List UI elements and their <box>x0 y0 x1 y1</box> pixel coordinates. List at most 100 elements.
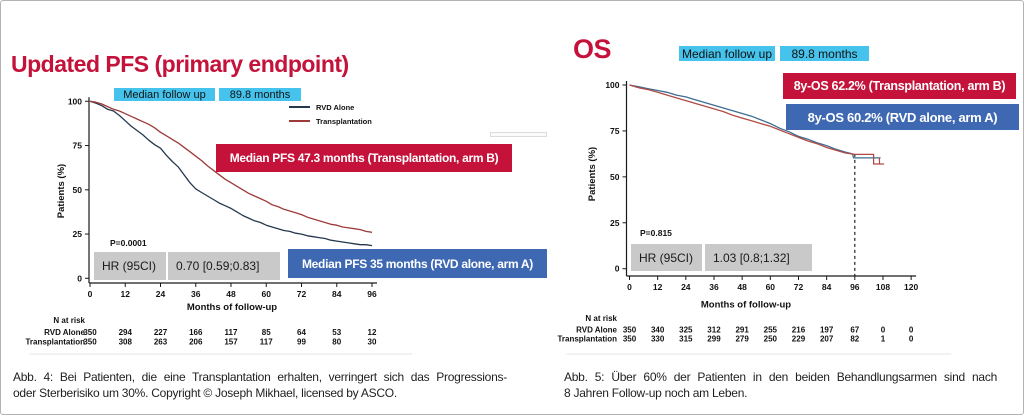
n-at-risk-value: 340 <box>651 326 665 335</box>
n-at-risk-value: 0 <box>909 335 914 344</box>
n-at-risk-value: 291 <box>735 326 749 335</box>
n-at-risk-value: 64 <box>297 328 306 337</box>
y-tick-label: 75 <box>73 141 83 151</box>
x-tick-label: 12 <box>653 282 663 292</box>
n-at-risk-value: 250 <box>764 335 778 344</box>
y-tick-label: 75 <box>610 126 620 136</box>
n-at-risk-row-label: Transplantation <box>25 338 85 347</box>
os-caption-line1: Abb. 5: Über 60% der Patienten in den be… <box>564 370 997 384</box>
n-at-risk-value: 30 <box>368 338 377 347</box>
n-at-risk-value: 99 <box>297 338 306 347</box>
x-tick-label: 84 <box>822 282 832 292</box>
x-tick-label: 72 <box>297 289 307 299</box>
x-tick-label: 0 <box>627 282 632 292</box>
x-axis-label: Months of follow-up <box>701 300 791 311</box>
rvd-alone-line-swatch <box>289 106 310 108</box>
x-tick-label: 48 <box>226 289 236 299</box>
n-at-risk-value: 12 <box>368 328 377 337</box>
pfs-panel-title: Updated PFS (primary endpoint) <box>11 51 349 77</box>
n-at-risk-value: 117 <box>260 338 273 347</box>
y-axis-label: Patients (%) <box>56 164 67 218</box>
x-tick-label: 36 <box>191 289 201 299</box>
x-tick-label: 60 <box>766 282 776 292</box>
n-at-risk-value: 206 <box>189 338 203 347</box>
n-at-risk-value: 227 <box>154 328 168 337</box>
x-tick-label: 84 <box>332 289 342 299</box>
n-at-risk-value: 350 <box>83 338 97 347</box>
series-rvd-alone <box>629 84 881 159</box>
n-at-risk-value: 350 <box>623 326 637 335</box>
pfs-legend: RVD Alone Transplantation <box>289 100 372 128</box>
x-axis-label: Months of follow-up <box>187 302 277 313</box>
pfs-legend-label-transplant: Transplantation <box>316 116 372 126</box>
y-tick-label: 0 <box>77 273 82 283</box>
n-at-risk-value: 299 <box>707 335 721 344</box>
x-tick-label: 48 <box>737 282 747 292</box>
series-transplantation <box>89 100 373 233</box>
n-at-risk-value: 308 <box>119 338 133 347</box>
os-annotation-transplant-box: 8y-OS 62.2% (Transplantation, arm B) <box>783 73 1016 99</box>
pfs-plot: 100 75 50 25 00 12 24 36 48 60 72 84 96 Months of fol… <box>25 96 412 355</box>
os-followup-label-badge: Median follow up <box>679 46 775 61</box>
n-at-risk-value: 294 <box>119 328 133 337</box>
n-at-risk-value: 330 <box>651 335 665 344</box>
n-at-risk-value: 350 <box>623 335 637 344</box>
pfs-legend-row-transplant: Transplantation <box>289 114 372 128</box>
x-tick-label: 120 <box>904 282 918 292</box>
pfs-legend-row-rvd: RVD Alone <box>289 100 372 114</box>
n-at-risk-value: 197 <box>820 326 834 335</box>
n-at-risk-value: 229 <box>792 335 806 344</box>
n-at-risk-value: 216 <box>792 326 806 335</box>
n-at-risk-value: 279 <box>735 335 749 344</box>
n-at-risk-row-label: RVD Alone <box>44 328 85 337</box>
n-at-risk-title: N at risk <box>53 316 85 325</box>
n-at-risk-value: 157 <box>224 338 238 347</box>
n-at-risk-value: 82 <box>850 335 859 344</box>
n-at-risk-value: 312 <box>707 326 721 335</box>
series-transplantation <box>629 84 885 165</box>
pfs-caption-line1: Abb. 4: Bei Patienten, die eine Transpla… <box>13 370 507 384</box>
series-rvd-alone <box>89 100 373 247</box>
os-hr-value-box: 1.03 [0.8;1.32] <box>705 244 812 271</box>
n-at-risk-value: 85 <box>262 328 271 337</box>
faded-artifact-box <box>490 132 547 137</box>
y-tick-label: 0 <box>615 264 620 274</box>
x-tick-label: 24 <box>681 282 691 292</box>
y-tick-label: 25 <box>73 229 83 239</box>
x-tick-label: 108 <box>876 282 890 292</box>
n-at-risk-value: 207 <box>820 335 834 344</box>
n-at-risk-value: 255 <box>764 326 778 335</box>
n-at-risk-value: 117 <box>225 328 238 337</box>
pfs-hr-value-box: 0.70 [0.59;0.83] <box>168 252 280 280</box>
x-tick-label: 72 <box>794 282 804 292</box>
n-at-risk-value: 67 <box>850 326 859 335</box>
os-panel-title: OS <box>573 34 612 64</box>
x-tick-label: 96 <box>367 289 377 299</box>
n-at-risk-value: 166 <box>189 328 203 337</box>
n-at-risk-title: N at risk <box>585 314 617 323</box>
os-caption-line2: 8 Jahren Follow-up noch am Leben. <box>564 386 748 400</box>
pfs-p-value: P=0.0001 <box>110 238 147 248</box>
y-tick-label: 100 <box>68 96 82 106</box>
x-tick-label: 24 <box>156 289 166 299</box>
n-at-risk-value: 0 <box>909 326 914 335</box>
pfs-caption-line2: oder Sterberisiko um 30%. Copyright © Jo… <box>13 386 397 400</box>
n-at-risk-value: 80 <box>332 338 341 347</box>
x-tick-label: 36 <box>709 282 719 292</box>
n-at-risk-value: 53 <box>332 328 341 337</box>
n-at-risk-value: 1 <box>881 335 886 344</box>
n-at-risk-value: 325 <box>679 326 693 335</box>
n-at-risk-value: 315 <box>679 335 693 344</box>
n-at-risk-row-label: RVD Alone <box>576 326 617 335</box>
x-tick-label: 0 <box>88 289 93 299</box>
y-axis-label: Patients (%) <box>587 147 598 201</box>
os-p-value: P=0.815 <box>640 228 672 238</box>
pfs-legend-label-rvd: RVD Alone <box>316 102 355 112</box>
pfs-followup-label-badge: Median follow up <box>114 88 215 101</box>
os-followup-value-badge: 89.8 months <box>780 46 869 61</box>
y-tick-label: 50 <box>610 172 620 182</box>
